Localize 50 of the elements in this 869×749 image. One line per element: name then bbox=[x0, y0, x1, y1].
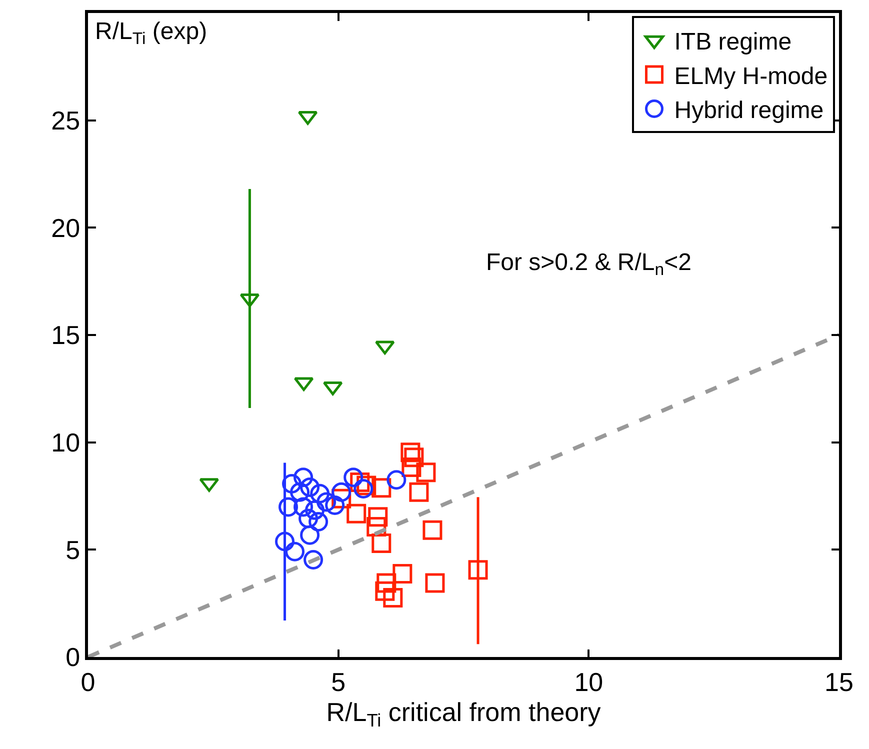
point bbox=[375, 581, 395, 601]
point bbox=[368, 507, 388, 527]
point bbox=[376, 573, 396, 593]
point bbox=[400, 442, 420, 462]
point bbox=[416, 462, 436, 482]
point bbox=[298, 508, 318, 528]
point bbox=[316, 492, 336, 512]
point bbox=[422, 520, 442, 540]
y-tick-label: 10 bbox=[51, 427, 80, 458]
point bbox=[300, 477, 320, 497]
point bbox=[290, 482, 310, 502]
x-tick-label: 15 bbox=[824, 666, 854, 697]
y-tick-label: 15 bbox=[51, 320, 80, 350]
y-axis-title: R/L$_{Ti}$ (exp) bbox=[95, 18, 208, 48]
point bbox=[308, 512, 328, 532]
point bbox=[294, 468, 314, 488]
point bbox=[278, 497, 298, 517]
legend-label: ITB regime bbox=[674, 28, 792, 56]
x-tick-label: 5 bbox=[331, 666, 346, 697]
point bbox=[386, 470, 406, 490]
point bbox=[392, 564, 412, 584]
point bbox=[344, 468, 364, 488]
y-tick-label: 0 bbox=[66, 642, 80, 672]
point bbox=[372, 533, 392, 553]
point bbox=[300, 525, 320, 545]
legend-label: ELMy H-mode bbox=[674, 62, 828, 90]
point bbox=[282, 474, 302, 494]
point bbox=[366, 516, 386, 536]
point bbox=[346, 504, 366, 524]
point bbox=[304, 550, 324, 570]
x-axis-title: R/L$_{Ti}$ critical from theory bbox=[326, 696, 601, 730]
x-tick-label: 10 bbox=[574, 666, 604, 697]
y-tick-label: 20 bbox=[51, 212, 80, 243]
point bbox=[404, 448, 424, 468]
point bbox=[332, 482, 352, 502]
point bbox=[468, 560, 488, 580]
point bbox=[325, 495, 345, 515]
point bbox=[294, 497, 314, 517]
annotation: For s>0.2 & R/L$_{n}$<2 bbox=[486, 249, 692, 280]
point bbox=[425, 573, 445, 593]
point bbox=[305, 500, 325, 520]
point bbox=[402, 457, 422, 477]
point bbox=[310, 484, 330, 504]
point bbox=[383, 588, 403, 608]
y-tick-label: 5 bbox=[66, 534, 80, 565]
point bbox=[409, 482, 429, 502]
point bbox=[285, 542, 305, 562]
legend-label: Hybrid regime bbox=[674, 97, 824, 124]
point bbox=[275, 532, 295, 552]
y-tick-label: 25 bbox=[51, 105, 80, 136]
